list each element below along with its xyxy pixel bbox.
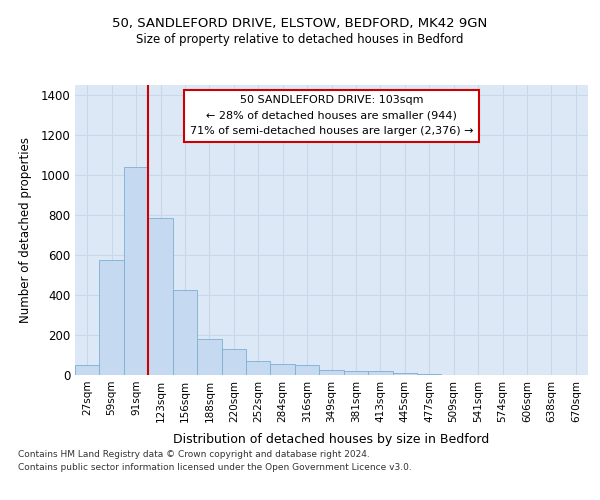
Text: 50 SANDLEFORD DRIVE: 103sqm
← 28% of detached houses are smaller (944)
71% of se: 50 SANDLEFORD DRIVE: 103sqm ← 28% of det… — [190, 95, 473, 136]
Bar — [173, 290, 197, 375]
Text: Contains public sector information licensed under the Open Government Licence v3: Contains public sector information licen… — [18, 462, 412, 471]
Bar — [368, 371, 392, 375]
Bar — [124, 166, 148, 375]
Bar — [319, 370, 344, 375]
Bar — [392, 372, 417, 375]
Bar — [100, 260, 124, 375]
Bar — [344, 371, 368, 375]
Text: Contains HM Land Registry data © Crown copyright and database right 2024.: Contains HM Land Registry data © Crown c… — [18, 450, 370, 459]
Bar — [271, 364, 295, 375]
Bar — [75, 365, 100, 375]
Bar — [417, 374, 442, 375]
Bar — [221, 349, 246, 375]
Y-axis label: Number of detached properties: Number of detached properties — [19, 137, 32, 323]
Bar — [246, 362, 271, 375]
Bar — [148, 218, 173, 375]
Bar — [295, 365, 319, 375]
Bar — [197, 339, 221, 375]
Text: 50, SANDLEFORD DRIVE, ELSTOW, BEDFORD, MK42 9GN: 50, SANDLEFORD DRIVE, ELSTOW, BEDFORD, M… — [112, 18, 488, 30]
X-axis label: Distribution of detached houses by size in Bedford: Distribution of detached houses by size … — [173, 433, 490, 446]
Text: Size of property relative to detached houses in Bedford: Size of property relative to detached ho… — [136, 32, 464, 46]
